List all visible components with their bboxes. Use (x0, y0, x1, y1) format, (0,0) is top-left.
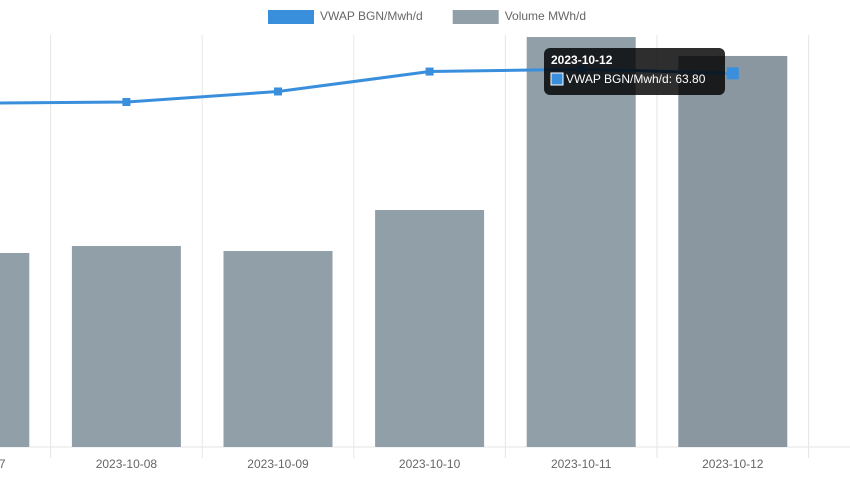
tooltip-title: 2023-10-12 (551, 53, 613, 67)
bar (678, 55, 788, 448)
legend-label: Volume MWh/d (505, 9, 586, 23)
tooltip-swatch (550, 72, 564, 86)
point (274, 87, 282, 96)
x-tick-label: 2023-10-12 (702, 457, 764, 471)
bar (223, 251, 333, 447)
x-tick-label: 2023-10-09 (247, 457, 309, 471)
bar (71, 245, 181, 447)
legend-label: VWAP BGN/Mwh/d (320, 9, 423, 23)
point (122, 98, 131, 107)
bar (375, 210, 485, 447)
tooltip-box (544, 48, 725, 95)
bar (526, 37, 636, 447)
point (726, 67, 739, 80)
legend-swatch (452, 10, 499, 24)
bar (0, 252, 30, 447)
legend-swatch (268, 10, 314, 24)
x-tick-label: 2023-10-11 (551, 457, 612, 471)
x-tick-label: 2023-10-07 (0, 457, 6, 471)
x-tick-label: 2023-10-08 (96, 457, 158, 471)
tooltip: 2023-10-12 VWAP BGN/Mwh/d: 63.80 (544, 48, 725, 95)
x-tick-label: 2023-10-10 (399, 457, 461, 471)
point (425, 67, 434, 76)
tooltip-text: VWAP BGN/Mwh/d: 63.80 (566, 72, 706, 86)
